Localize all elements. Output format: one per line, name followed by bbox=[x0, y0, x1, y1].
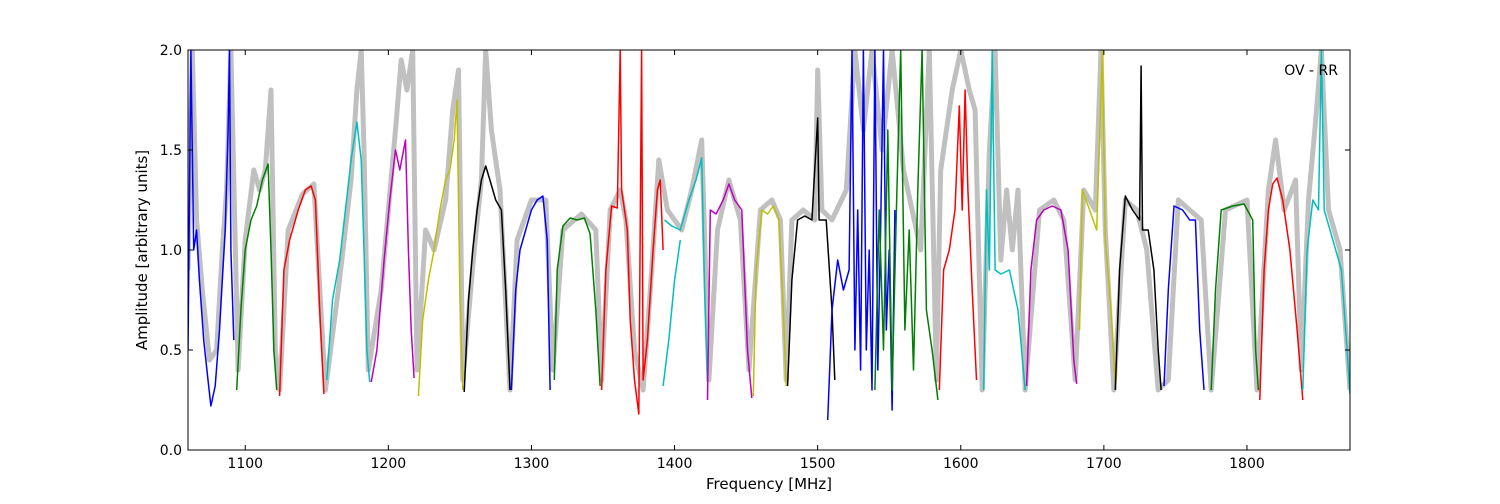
series-line-9 bbox=[553, 217, 601, 387]
series-line-19 bbox=[982, 50, 1026, 391]
series-line-14 bbox=[752, 205, 787, 397]
series-line-21 bbox=[1078, 50, 1117, 387]
series-line-6 bbox=[417, 99, 464, 397]
series-line-15 bbox=[786, 117, 836, 387]
x-axis-ticks: 1100 1200 1300 1400 1500 1600 1700 1800 bbox=[227, 50, 1265, 472]
x-tick-label: 1600 bbox=[943, 456, 979, 472]
x-tick-label: 1700 bbox=[1086, 456, 1122, 472]
series-layer bbox=[188, 50, 1350, 421]
x-tick-label: 1400 bbox=[657, 456, 693, 472]
y-tick-label: 1.0 bbox=[160, 243, 182, 259]
x-tick-label: 1200 bbox=[371, 456, 407, 472]
series-line-2 bbox=[235, 163, 278, 391]
y-tick-label: 0.0 bbox=[160, 443, 182, 459]
y-axis-ticks: 0.0 0.5 1.0 1.5 2.0 bbox=[160, 43, 1350, 459]
series-line-1 bbox=[188, 50, 235, 407]
series-line-8 bbox=[510, 195, 551, 391]
series-line-20 bbox=[1025, 205, 1078, 387]
series-line-5 bbox=[370, 139, 415, 383]
series-line-18 bbox=[938, 89, 978, 391]
x-tick-label: 1800 bbox=[1229, 456, 1265, 472]
series-line-3 bbox=[278, 185, 325, 397]
series-line-25 bbox=[1259, 177, 1304, 401]
series-line-13 bbox=[706, 183, 753, 401]
chart-annotation: OV - RR bbox=[1284, 63, 1338, 79]
y-tick-label: 2.0 bbox=[160, 43, 182, 59]
x-axis-label: Frequency [MHz] bbox=[706, 475, 832, 493]
series-line-26 bbox=[1302, 50, 1350, 395]
series-line-22 bbox=[1114, 65, 1162, 391]
series-line-4 bbox=[326, 121, 371, 383]
x-tick-label: 1500 bbox=[800, 456, 836, 472]
y-tick-label: 0.5 bbox=[160, 343, 182, 359]
y-tick-label: 1.5 bbox=[160, 143, 182, 159]
x-tick-label: 1100 bbox=[227, 456, 263, 472]
series-line-10 bbox=[600, 50, 664, 415]
background-series-line bbox=[188, 50, 1350, 393]
series-line-12 bbox=[662, 239, 682, 387]
series-line-23 bbox=[1163, 205, 1205, 391]
y-axis-label: Amplitude [arbitrary units] bbox=[133, 150, 151, 350]
series-line-11 bbox=[664, 157, 709, 383]
x-tick-label: 1300 bbox=[514, 456, 550, 472]
series-line-24 bbox=[1210, 203, 1260, 391]
series-line-7 bbox=[463, 165, 511, 393]
series-line-17 bbox=[874, 50, 939, 401]
background-series-layer bbox=[188, 50, 1350, 393]
